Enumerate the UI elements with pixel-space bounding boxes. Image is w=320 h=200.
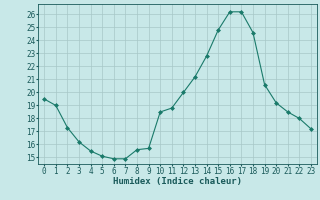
X-axis label: Humidex (Indice chaleur): Humidex (Indice chaleur) (113, 177, 242, 186)
